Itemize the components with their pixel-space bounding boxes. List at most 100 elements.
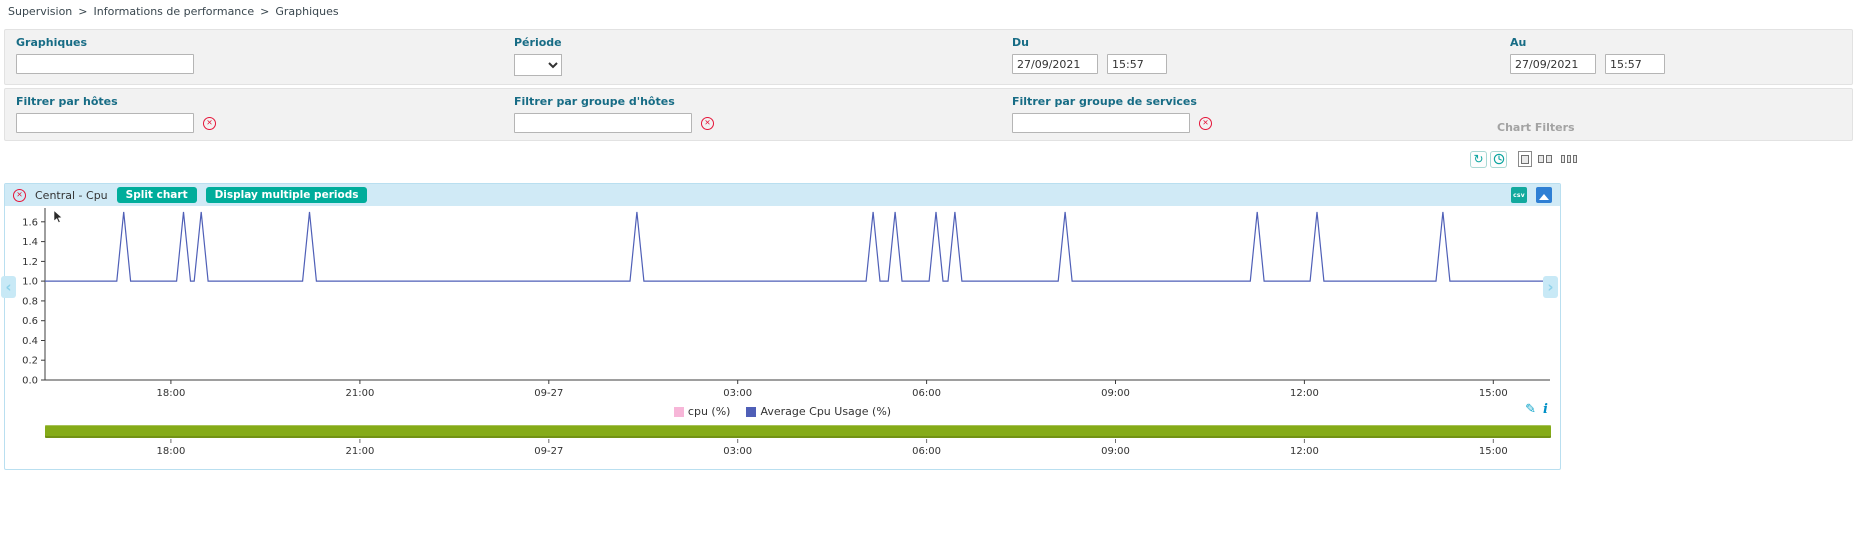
host-filter-label: Filtrer par hôtes [16, 95, 118, 108]
hostgroup-filter-input[interactable] [514, 113, 692, 133]
layout-1-per-line-button[interactable] [1518, 151, 1532, 167]
svg-text:06:00: 06:00 [912, 446, 941, 457]
timeline-minimap-slider[interactable] [45, 425, 1551, 438]
to-field: Au [1510, 36, 1665, 74]
host-filter-input[interactable] [16, 113, 194, 133]
legend-swatch-cpu [673, 406, 684, 417]
layout-2-per-line-button[interactable] [1535, 151, 1555, 167]
svg-text:21:00: 21:00 [345, 446, 374, 457]
graph-selection-panel: Graphiques Période Du Au [4, 29, 1853, 85]
svg-text:0.4: 0.4 [22, 336, 38, 347]
legend-label-average-cpu: Average Cpu Usage (%) [760, 405, 892, 418]
square-icon [1546, 155, 1552, 163]
svg-text:09-27: 09-27 [534, 446, 563, 457]
breadcrumb-separator: > [260, 5, 270, 18]
svg-text:1.6: 1.6 [22, 217, 38, 228]
from-field: Du [1012, 36, 1167, 74]
servicegroup-filter-field: Filtrer par groupe de services ✕ [1012, 95, 1212, 133]
chart-title: Central - Cpu [35, 188, 108, 202]
legend-tools: ✎ i [1525, 403, 1548, 416]
graphs-input[interactable] [16, 54, 194, 74]
svg-text:0.2: 0.2 [22, 356, 38, 367]
period-label: Période [514, 36, 562, 49]
servicegroup-filter-label: Filtrer par groupe de services [1012, 95, 1197, 108]
breadcrumb: Supervision > Informations de performanc… [8, 5, 339, 18]
export-image-icon[interactable] [1536, 187, 1552, 203]
hostgroup-filter-label: Filtrer par groupe d'hôtes [514, 95, 675, 108]
period-select[interactable] [514, 54, 562, 76]
svg-text:21:00: 21:00 [345, 388, 374, 399]
chart-legend: cpu (%) Average Cpu Usage (%) [5, 405, 1560, 418]
legend-item-average-cpu[interactable]: Average Cpu Usage (%) [746, 405, 891, 418]
chevron-left-icon: ‹ [5, 277, 12, 296]
breadcrumb-graphiques: Graphiques [275, 5, 339, 18]
info-icon[interactable]: i [1543, 402, 1548, 417]
display-multiple-periods-button[interactable]: Display multiple periods [205, 187, 368, 203]
svg-text:03:00: 03:00 [723, 446, 752, 457]
square-icon [1567, 155, 1571, 163]
legend-item-cpu[interactable]: cpu (%) [673, 405, 731, 418]
export-csv-icon[interactable]: csv [1511, 187, 1527, 203]
svg-text:18:00: 18:00 [156, 446, 185, 457]
chevron-right-icon: › [1547, 277, 1554, 296]
to-date-input[interactable] [1510, 54, 1596, 74]
clock-icon [1493, 153, 1504, 165]
chart-header: ✕ Central - Cpu Split chart Display mult… [5, 184, 1560, 206]
image-glyph [1539, 194, 1549, 200]
refresh-icon: ↻ [1473, 152, 1484, 166]
cpu-usage-plot[interactable]: 0.0 0.2 0.4 0.6 0.8 1.0 1.2 1.4 1.6 18:00 21:00 09-… [5, 207, 1561, 403]
from-date-input[interactable] [1012, 54, 1098, 74]
mouse-cursor-icon [53, 210, 63, 223]
clear-host-filter-icon[interactable]: ✕ [203, 116, 216, 130]
svg-text:1.0: 1.0 [22, 277, 38, 288]
svg-text:06:00: 06:00 [912, 388, 941, 399]
minimap-axis: 18:00 21:00 09-27 03:00 06:00 09:00 12:00 15:00 [156, 439, 1508, 457]
svg-text:15:00: 15:00 [1479, 388, 1508, 399]
hostgroup-filter-field: Filtrer par groupe d'hôtes ✕ [514, 95, 714, 133]
to-time-input[interactable] [1605, 54, 1665, 74]
legend-label-cpu: cpu (%) [687, 405, 731, 418]
auto-refresh-timer-button[interactable] [1490, 150, 1507, 168]
graphs-label: Graphiques [16, 36, 88, 49]
from-time-input[interactable] [1107, 54, 1167, 74]
servicegroup-filter-input[interactable] [1012, 113, 1190, 133]
clear-hostgroup-filter-icon[interactable]: ✕ [701, 116, 714, 130]
svg-text:0.8: 0.8 [22, 296, 38, 307]
breadcrumb-supervision[interactable]: Supervision [8, 5, 73, 18]
svg-text:12:00: 12:00 [1290, 446, 1319, 457]
svg-text:09-27: 09-27 [534, 388, 563, 399]
breadcrumb-separator: > [78, 5, 88, 18]
chart-card: ✕ Central - Cpu Split chart Display mult… [4, 183, 1561, 470]
layout-3-per-line-button[interactable] [1558, 151, 1580, 167]
split-chart-button[interactable]: Split chart [116, 187, 197, 203]
svg-text:12:00: 12:00 [1290, 388, 1319, 399]
period-field: Période [514, 36, 562, 76]
svg-text:09:00: 09:00 [1101, 446, 1130, 457]
svg-text:0.0: 0.0 [22, 376, 38, 387]
svg-text:09:00: 09:00 [1101, 388, 1130, 399]
svg-text:1.2: 1.2 [22, 257, 38, 268]
square-icon [1573, 155, 1577, 163]
breadcrumb-performance-info[interactable]: Informations de performance [93, 5, 255, 18]
chart-filters-panel: Filtrer par hôtes ✕ Filtrer par groupe d… [4, 88, 1853, 141]
square-icon [1521, 154, 1529, 164]
square-icon [1538, 155, 1544, 163]
svg-text:03:00: 03:00 [723, 388, 752, 399]
edit-curve-icon[interactable]: ✎ [1525, 402, 1537, 417]
pan-left-button[interactable]: ‹ [1, 276, 16, 298]
chart-filters-caption: Chart Filters [1497, 121, 1575, 134]
host-filter-field: Filtrer par hôtes ✕ [16, 95, 216, 133]
refresh-button[interactable]: ↻ [1470, 150, 1487, 168]
svg-text:15:00: 15:00 [1479, 446, 1508, 457]
remove-chart-icon[interactable]: ✕ [13, 188, 26, 202]
svg-text:1.4: 1.4 [22, 237, 38, 248]
pan-right-button[interactable]: › [1543, 276, 1558, 298]
svg-text:0.6: 0.6 [22, 316, 38, 327]
chart-toolbar: ↻ [1470, 150, 1580, 168]
legend-swatch-average-cpu [746, 406, 757, 417]
graphs-field: Graphiques [16, 36, 194, 74]
clear-servicegroup-filter-icon[interactable]: ✕ [1199, 116, 1212, 130]
square-icon [1561, 155, 1565, 163]
svg-text:18:00: 18:00 [156, 388, 185, 399]
from-label: Du [1012, 36, 1029, 49]
